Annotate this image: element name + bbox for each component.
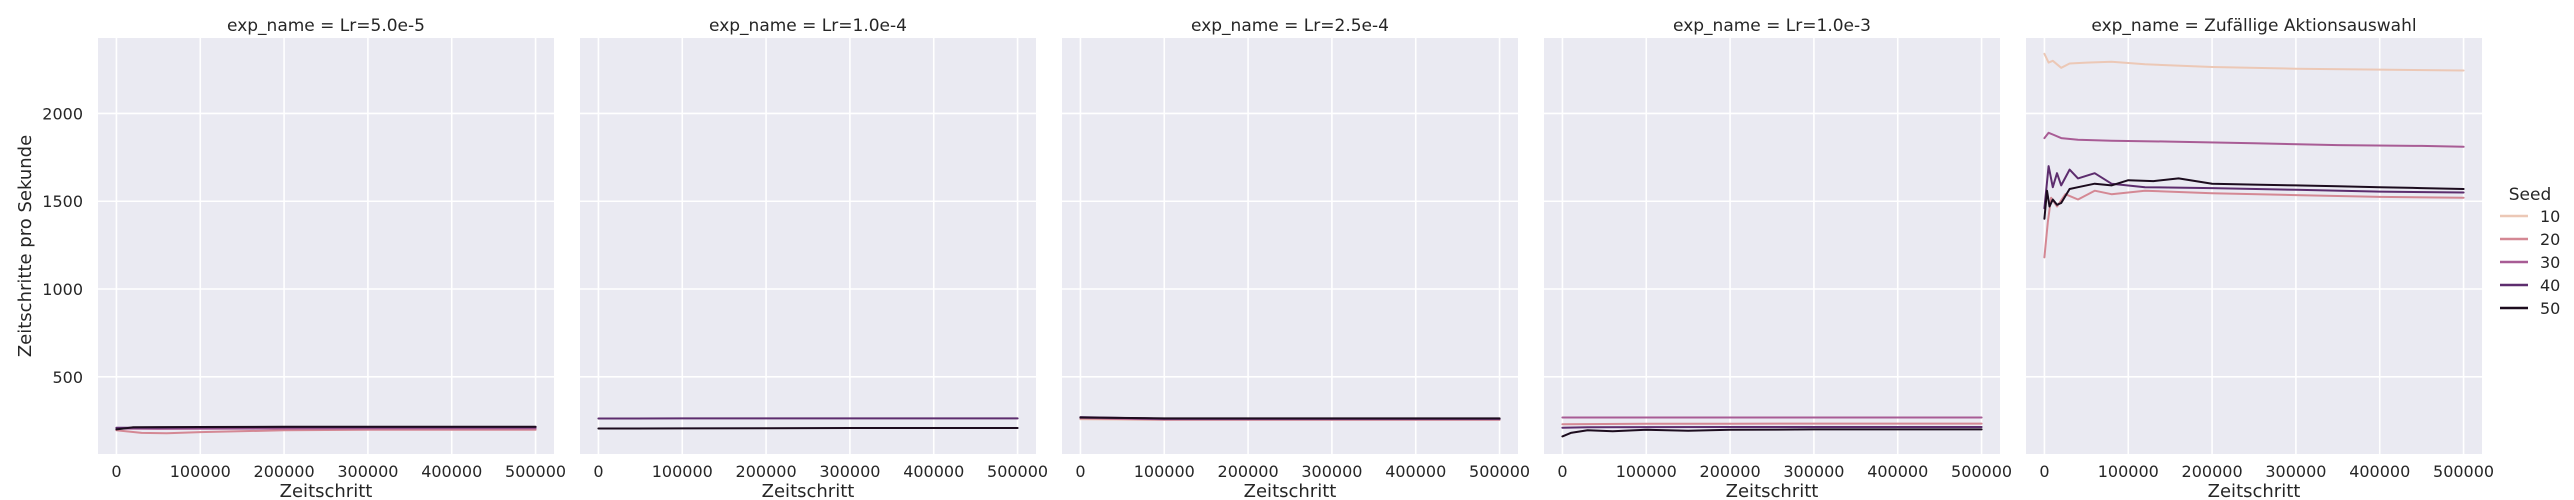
panel-background (1544, 38, 2000, 454)
x-tick-label: 100000 (1134, 462, 1195, 481)
x-tick-label: 100000 (1616, 462, 1677, 481)
x-tick-label: 300000 (2265, 462, 2326, 481)
x-tick-label: 500000 (505, 462, 566, 481)
legend: Seed 10 20 30 40 50 (2500, 185, 2560, 318)
legend-entries: 10 20 30 40 50 (2500, 207, 2560, 318)
x-tick-label: 0 (1075, 462, 1085, 481)
x-tick-label: 500000 (1469, 462, 1530, 481)
facet-panels: 0 100000 200000 300000 400000 500000Zeitschri… (42, 16, 2494, 500)
panel-title: exp_name = Zufällige Aktionsauswahl (2091, 16, 2416, 36)
x-tick-label: 500000 (1951, 462, 2012, 481)
series-line-seed-40 (1561, 426, 1983, 429)
series-line-seed-30 (115, 427, 537, 430)
x-tick-label: 300000 (1301, 462, 1362, 481)
x-tick-label: 500000 (2433, 462, 2494, 481)
x-tick-label: 400000 (1867, 462, 1928, 481)
x-tick-label: 300000 (337, 462, 398, 481)
panel-5: 0 100000 200000 300000 400000 500000 Zeitschri… (2026, 16, 2494, 500)
x-tick-label: 200000 (2182, 462, 2243, 481)
x-tick-label: 200000 (254, 462, 315, 481)
panel-1: 0 100000 200000 300000 400000 500000 Zeitschri… (42, 16, 566, 500)
x-axis-label: Zeitschritt (280, 481, 373, 500)
legend-entry-40: 40 (2500, 276, 2560, 295)
legend-label: 30 (2540, 253, 2560, 272)
x-tick-label: 400000 (1385, 462, 1446, 481)
legend-entry-10: 10 (2500, 207, 2560, 226)
x-tick-label: 0 (593, 462, 603, 481)
panel-title: exp_name = Lr=2.5e-4 (1191, 16, 1389, 36)
x-axis-label: Zeitschritt (2208, 481, 2301, 500)
y-tick-label: 2000 (42, 104, 83, 123)
panel-title: exp_name = Lr=1.0e-3 (1673, 16, 1871, 36)
series-line-seed-50 (1561, 428, 1983, 438)
series-line-seed-40 (2043, 165, 2465, 210)
series-line-seed-50 (2043, 177, 2465, 220)
legend-label: 40 (2540, 276, 2560, 295)
series-line-seed-10 (2043, 52, 2465, 72)
x-tick-label: 100000 (2098, 462, 2159, 481)
x-tick-label: 0 (2039, 462, 2049, 481)
y-tick-label: 1500 (42, 192, 83, 211)
series-line-seed-20 (115, 428, 537, 435)
series-line-seed-50 (597, 427, 1019, 430)
x-tick-label: 100000 (652, 462, 713, 481)
x-tick-label: 400000 (903, 462, 964, 481)
series-line-seed-30 (2043, 131, 2465, 148)
legend-label: 10 (2540, 207, 2560, 226)
panel-title: exp_name = Lr=5.0e-5 (227, 16, 425, 36)
panel-background (580, 38, 1036, 454)
x-tick-label: 500000 (987, 462, 1048, 481)
panel-3: 0 100000 200000 300000 400000 500000 Zeitschri… (1062, 16, 1530, 500)
legend-label: 50 (2540, 299, 2560, 318)
x-tick-label: 200000 (736, 462, 797, 481)
x-tick-label: 300000 (819, 462, 880, 481)
legend-title: Seed (2509, 185, 2552, 205)
x-axis-label: Zeitschritt (1726, 481, 1819, 500)
panel-background (98, 38, 554, 454)
x-tick-label: 0 (1557, 462, 1567, 481)
legend-entry-50: 50 (2500, 299, 2560, 318)
legend-label: 20 (2540, 230, 2560, 249)
series-line-seed-20 (2043, 189, 2465, 259)
x-tick-label: 400000 (421, 462, 482, 481)
x-tick-label: 200000 (1700, 462, 1761, 481)
x-tick-label: 0 (111, 462, 121, 481)
panel-background (1062, 38, 1518, 454)
series-line-seed-20 (1561, 422, 1983, 426)
series-line-seed-50 (115, 425, 537, 431)
series-line-seed-50 (1079, 416, 1501, 420)
x-tick-label: 400000 (2349, 462, 2410, 481)
legend-entry-20: 20 (2500, 230, 2560, 249)
x-tick-label: 300000 (1783, 462, 1844, 481)
panel-2: 0 100000 200000 300000 400000 500000 Zeitschri… (580, 16, 1048, 500)
y-tick-label: 500 (52, 368, 83, 387)
x-tick-label: 100000 (170, 462, 231, 481)
panel-background (2026, 38, 2482, 454)
y-tick-label: 1000 (42, 280, 83, 299)
y-axis-label: Zeitschritte pro Sekunde (15, 135, 36, 357)
x-axis-label: Zeitschritt (762, 481, 855, 500)
legend-entry-30: 30 (2500, 253, 2560, 272)
panel-title: exp_name = Lr=1.0e-4 (709, 16, 907, 36)
panel-4: 0 100000 200000 300000 400000 500000 Zeitschri… (1544, 16, 2012, 500)
x-axis-label: Zeitschritt (1244, 481, 1337, 500)
x-tick-label: 200000 (1218, 462, 1279, 481)
